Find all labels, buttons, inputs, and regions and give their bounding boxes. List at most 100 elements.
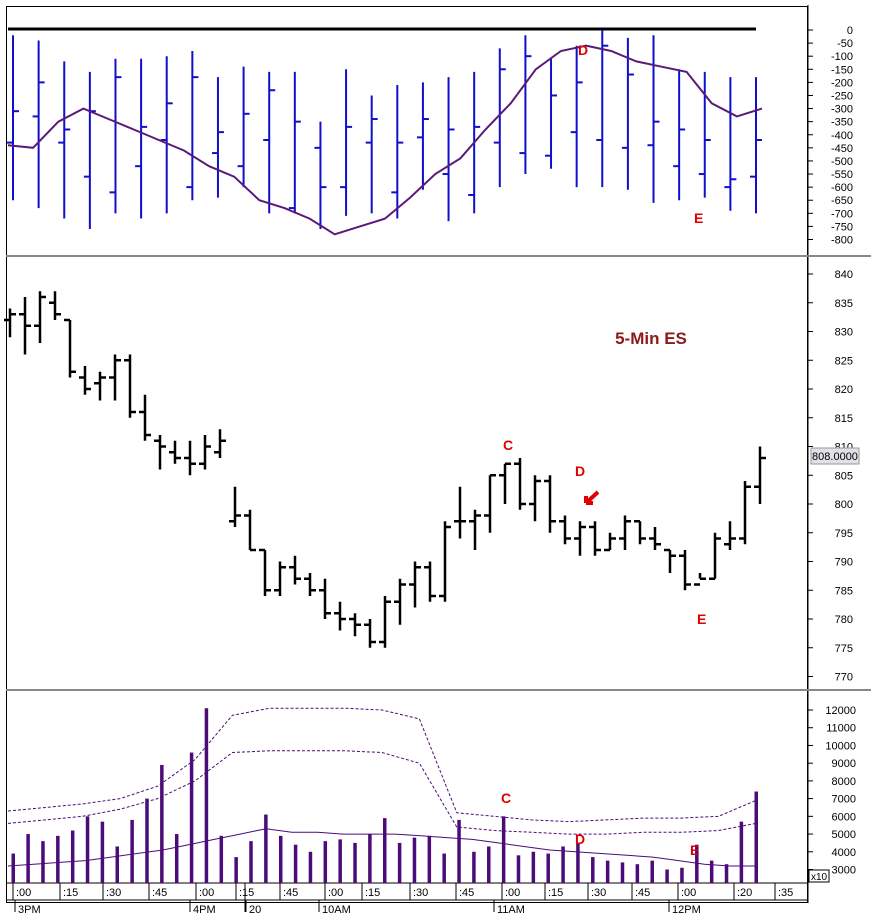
volume-bar	[397, 842, 402, 883]
volume-bar	[293, 844, 298, 883]
price-y-tick-label: 785	[835, 585, 853, 597]
volume-y-tick-label: 6000	[832, 811, 856, 823]
x-session-label: 10AM	[322, 904, 351, 916]
x-tick-label: :00	[505, 887, 520, 899]
x-session-label: 3PM	[18, 904, 41, 916]
volume-bar	[189, 752, 194, 883]
x-tick-label: :35	[778, 887, 793, 899]
indicator-y-tick-label: -600	[831, 182, 853, 194]
volume-bar	[234, 857, 238, 883]
volume-bar	[26, 834, 30, 883]
price-y-tick-label: 770	[835, 672, 853, 684]
annotation-d-vol: D	[575, 831, 585, 847]
volume-bar	[85, 816, 90, 883]
price-y-tick-label: 795	[835, 528, 853, 540]
volume-bar	[531, 851, 536, 883]
volume-y-tick-label: 7000	[832, 794, 856, 806]
x-tick-label: :15	[239, 887, 254, 899]
x-tick-label: :00	[681, 887, 696, 899]
indicator-y-tick-label: -750	[831, 221, 853, 233]
volume-bar	[605, 860, 610, 883]
annotation-e-top: E	[694, 210, 703, 226]
volume-bar	[323, 841, 328, 883]
x-tick-label: :15	[63, 887, 78, 899]
indicator-y-tick-label: -250	[831, 90, 853, 102]
volume-bar	[487, 846, 491, 883]
price-y-tick-label: 775	[835, 643, 853, 655]
volume-y-tick-label: 5000	[832, 829, 856, 841]
annotation-c-price: C	[503, 437, 513, 453]
volume-bar	[100, 821, 105, 883]
volume-band-lower	[7, 750, 757, 835]
x-tick-label: :00	[199, 887, 214, 899]
indicator-y-tick-label: -400	[831, 130, 853, 142]
x-session-label: 4PM	[193, 904, 216, 916]
volume-bar	[591, 857, 595, 883]
annotation-d-top: D	[578, 42, 588, 58]
volume-bar	[278, 835, 283, 883]
price-y-tick-label: 820	[835, 384, 853, 396]
indicator-y-tick-label: -450	[831, 143, 853, 155]
x-session-label: 12PM	[672, 904, 701, 916]
indicator-y-tick-label: -100	[831, 51, 853, 63]
x-session-label: 11AM	[497, 904, 525, 916]
indicator-y-tick-label: -550	[831, 169, 853, 181]
volume-bar	[160, 764, 164, 883]
volume-panel	[7, 707, 758, 883]
volume-bar	[650, 860, 654, 883]
volume-bar	[308, 851, 313, 883]
annotation-d-price: D	[575, 463, 585, 479]
x-tick-label: :45	[152, 887, 167, 899]
volume-bar	[204, 708, 209, 883]
volume-band-upper	[7, 707, 757, 823]
price-label: 808.0000	[812, 451, 858, 463]
volume-bar	[472, 851, 476, 883]
indicator-y-tick-label: -200	[831, 77, 853, 89]
volume-bar	[561, 846, 565, 883]
volume-bar	[219, 835, 224, 883]
axis-labels: 0-50-100-150-200-250 -300-350-400-450-500…	[12, 25, 856, 916]
volume-bar	[501, 816, 506, 883]
volume-y-tick-label: 11000	[826, 723, 856, 735]
volume-bar	[368, 834, 372, 883]
volume-bar	[412, 837, 417, 883]
price-panel	[4, 291, 766, 648]
x-tick-label: :15	[365, 887, 380, 899]
volume-y-tick-label: 9000	[832, 758, 856, 770]
volume-bar	[130, 819, 134, 883]
red-arrow-icon	[584, 490, 600, 505]
indicator-y-tick-label: -800	[831, 235, 853, 247]
price-y-tick-label: 805	[835, 470, 853, 482]
volume-bar	[620, 862, 625, 883]
volume-bar	[383, 818, 387, 883]
volume-bar	[353, 842, 357, 883]
x-tick-label: :45	[459, 887, 474, 899]
volume-bar	[338, 839, 342, 883]
price-y-tick-label: 840	[835, 269, 853, 281]
volume-bar	[516, 855, 521, 883]
price-y-tick-label: 780	[835, 614, 853, 626]
volume-bar	[56, 835, 60, 883]
annotation-e-price: E	[697, 611, 706, 627]
volume-bar	[709, 860, 714, 883]
volume-bar	[427, 835, 432, 883]
volume-bar	[11, 853, 15, 883]
volume-bar	[724, 864, 729, 883]
price-y-tick-label: 815	[835, 413, 853, 425]
volume-bar	[41, 841, 45, 883]
volume-y-tick-label: 12000	[825, 705, 856, 717]
indicator-y-tick-label: -300	[831, 104, 853, 116]
indicator-y-tick-label: -150	[831, 64, 853, 76]
chart-title: 5-Min ES	[615, 329, 687, 348]
scale-box	[808, 869, 830, 883]
indicator-average-line	[7, 44, 763, 236]
x-tick-label: :30	[106, 887, 121, 899]
volume-bar	[680, 867, 684, 883]
indicator-y-tick-label: -350	[831, 117, 853, 129]
volume-bar	[115, 846, 120, 883]
volume-bar	[264, 814, 268, 883]
indicator-y-tick-label: -700	[831, 208, 853, 220]
x-tick-label: :30	[591, 887, 606, 899]
volume-bar	[576, 842, 580, 883]
